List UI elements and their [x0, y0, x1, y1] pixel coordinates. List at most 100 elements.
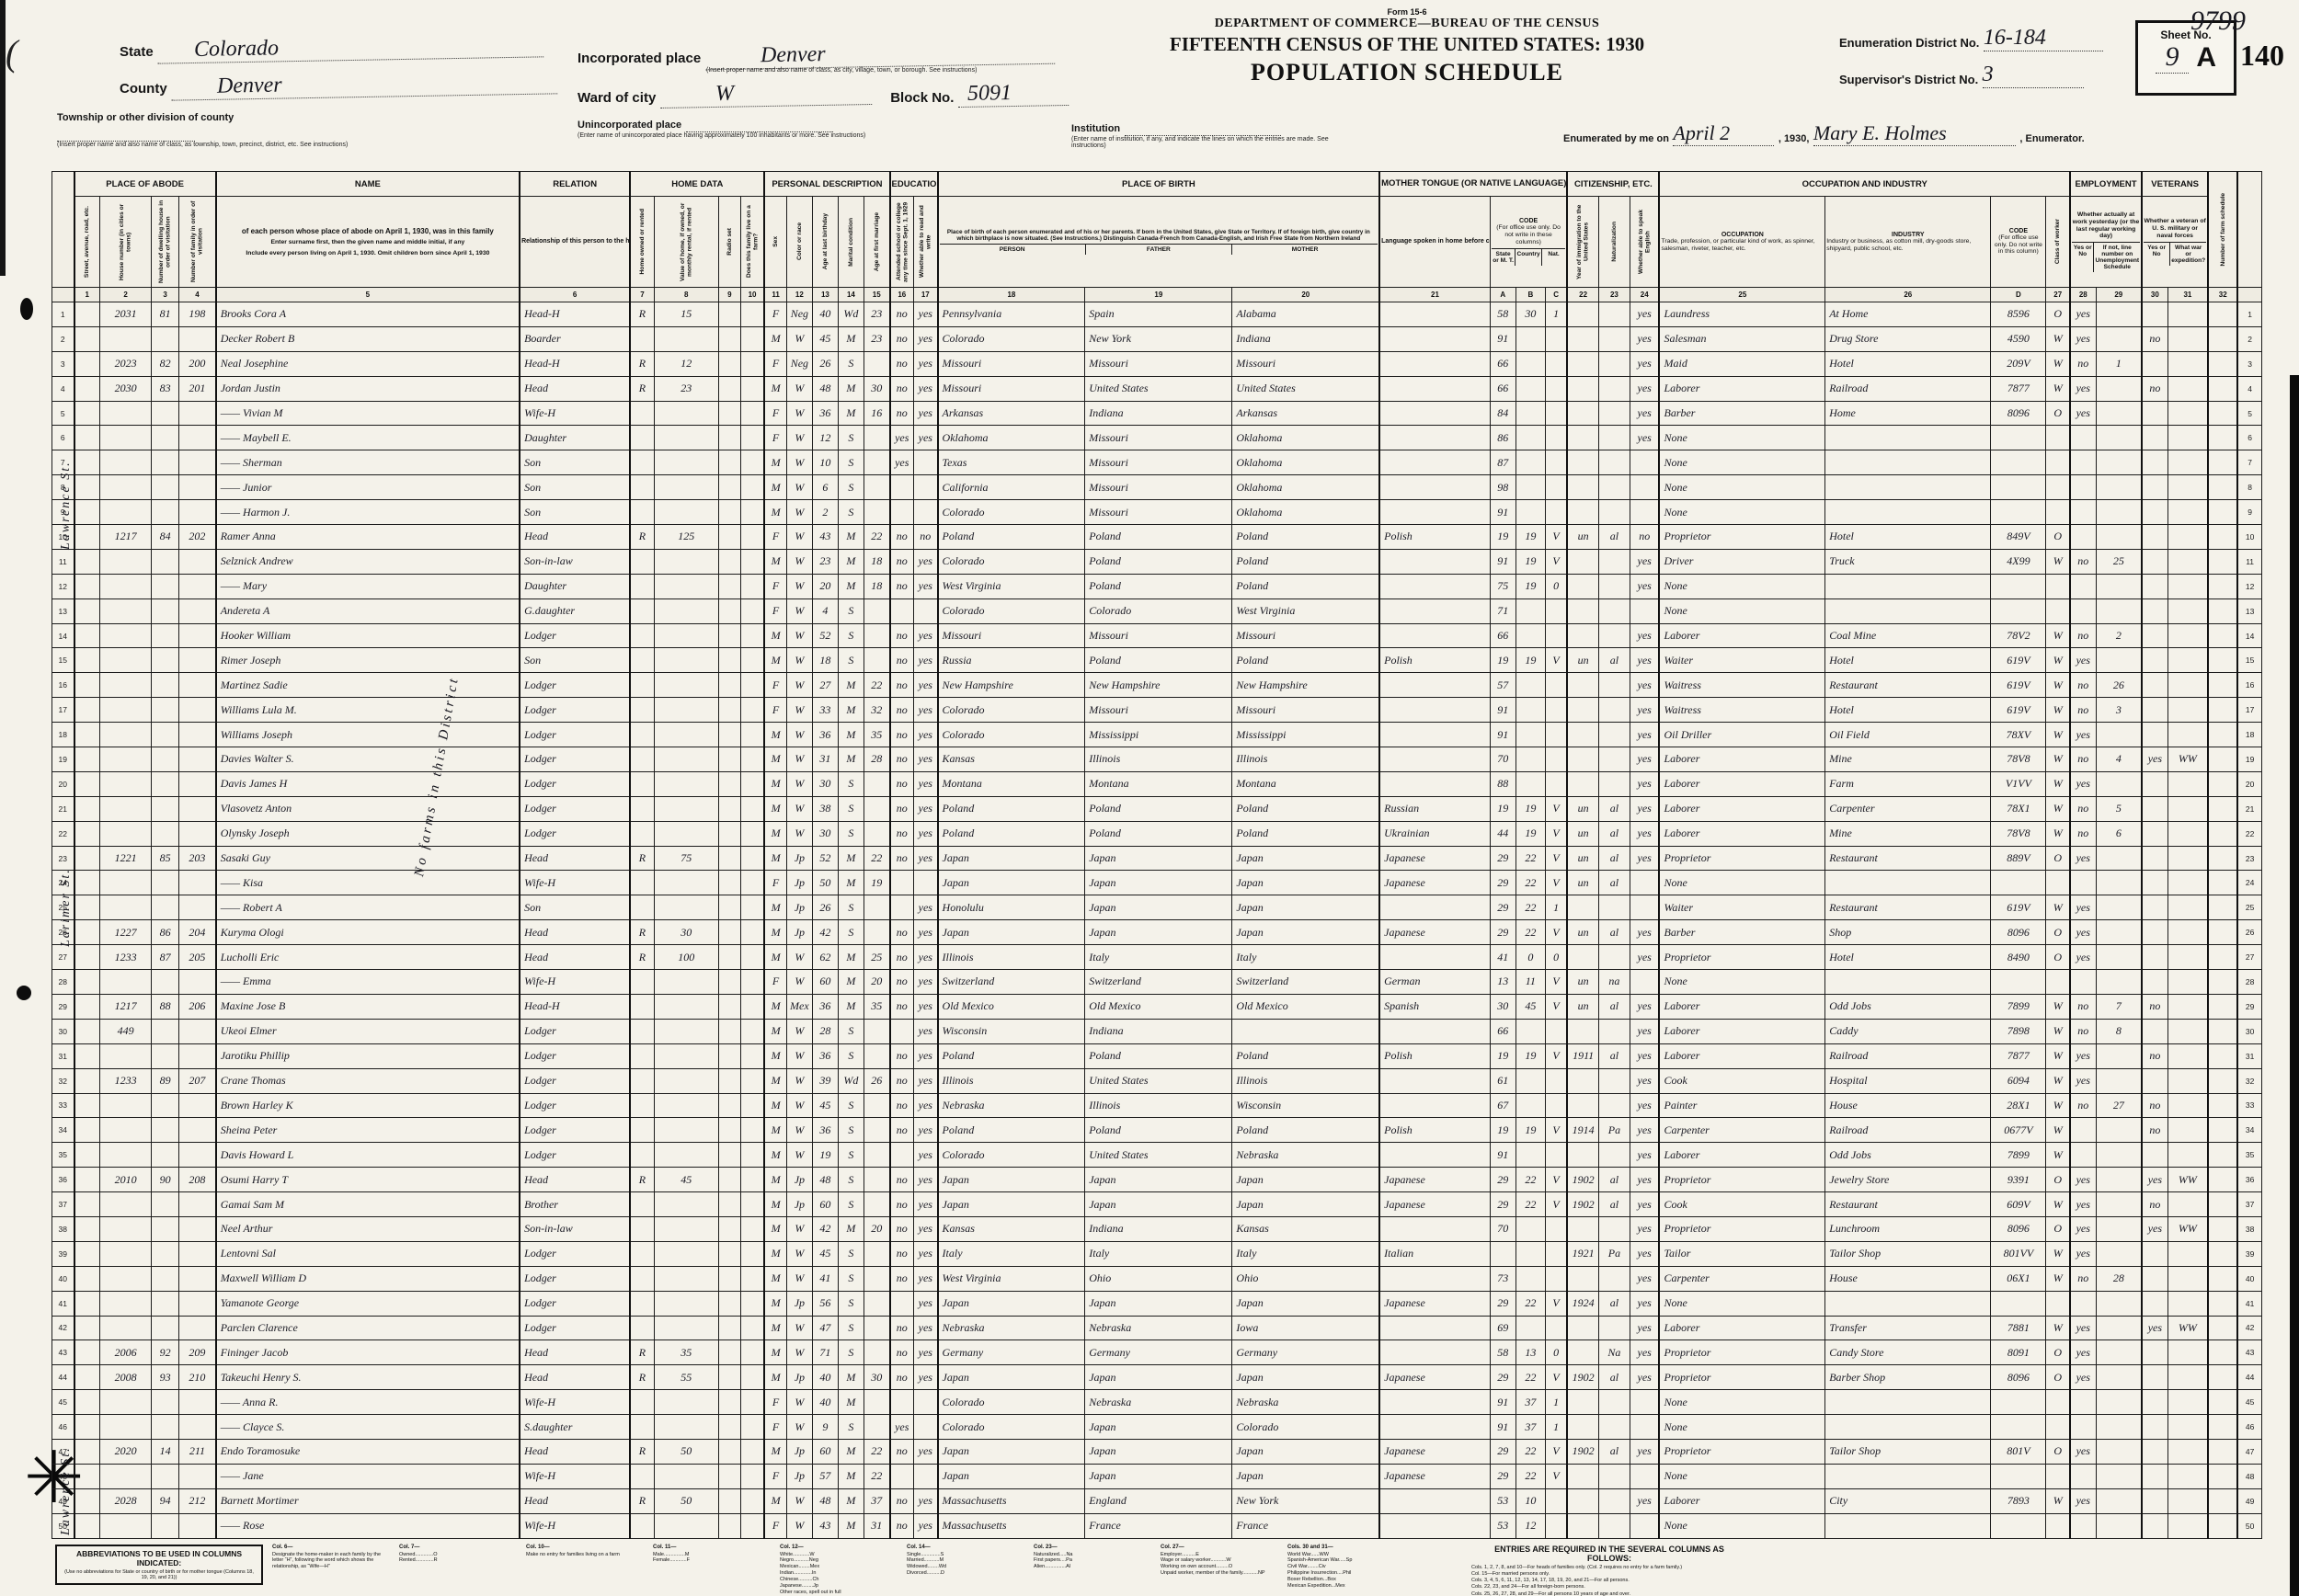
cell-am [863, 820, 891, 847]
cell-sc: no [888, 1438, 915, 1465]
cell-nm: —— Kisa [214, 870, 520, 896]
cell-bf: England [1084, 1488, 1233, 1514]
col-color-race: Color or race [785, 196, 813, 288]
cell-fs [2207, 499, 2238, 526]
cell-o [629, 1191, 655, 1217]
cell-n2: 32 [2236, 1067, 2263, 1094]
cell-st [73, 425, 101, 451]
cell-cD: 9391 [1990, 1167, 2047, 1193]
cell-cD [1990, 1463, 2047, 1489]
cell-rw: yes [913, 672, 939, 699]
cell-cw: O [2045, 302, 2071, 327]
cell-f: 208 [178, 1167, 217, 1193]
cell-o [629, 1290, 655, 1317]
cell-sx: M [763, 820, 787, 847]
cell-v: 125 [653, 524, 719, 550]
cell-cD: 7881 [1990, 1315, 2047, 1341]
cell-cw: O [2045, 1438, 2071, 1465]
cell-vt [2141, 795, 2168, 822]
institution-field: Institution (Enter name of institution, … [1071, 120, 1347, 149]
cell-am [863, 1191, 891, 1217]
cell-bf: Missouri [1084, 350, 1233, 377]
cell-lg [1378, 747, 1491, 772]
cell-n: 3 [51, 350, 75, 377]
cell-vt: no [2141, 1092, 2168, 1119]
census-row: 11 Selznick Andrew Son-in-law M W 23 M 18 no yes C… [51, 548, 2263, 575]
cell-d: 93 [151, 1364, 180, 1391]
cell-m: S [837, 647, 864, 674]
cell-fs [2207, 325, 2238, 352]
cell-cD [1990, 474, 2047, 501]
cell-cB: 19 [1515, 1043, 1546, 1069]
cell-bf: France [1084, 1512, 1233, 1539]
cell-o [629, 722, 655, 748]
cell-rw: yes [913, 895, 939, 921]
cell-wk: yes [2069, 770, 2097, 797]
cell-wr [2167, 1438, 2209, 1465]
cell-h [99, 598, 153, 624]
cell-h [99, 672, 153, 699]
cell-cw: W [2045, 325, 2071, 352]
cell-sc: no [888, 1067, 915, 1094]
col-number: 7 [629, 287, 655, 302]
cell-cB: 22 [1515, 895, 1546, 921]
cell-cA: 29 [1489, 1364, 1516, 1391]
cell-fm [739, 1414, 765, 1440]
cell-lg [1378, 1092, 1491, 1119]
cell-en [1629, 598, 1660, 624]
cell-fm [739, 1488, 765, 1514]
cell-cC [1544, 722, 1568, 748]
cell-bm: Missouri [1231, 350, 1380, 377]
cell-a: 57 [811, 1463, 839, 1489]
cell-wr [2167, 1043, 2209, 1069]
cell-rel: Lodger [519, 1290, 631, 1317]
cell-cB: 30 [1515, 302, 1546, 327]
cell-f [178, 722, 217, 748]
cell-rw: yes [913, 697, 939, 724]
cell-im: un [1566, 993, 1599, 1020]
cell-rd [717, 622, 741, 649]
cell-h [99, 1265, 153, 1292]
cell-cD: 801V [1990, 1438, 2047, 1465]
cell-fm [739, 1265, 765, 1292]
cell-cB [1515, 1240, 1546, 1267]
cell-h: 1233 [99, 944, 153, 971]
cell-ul [2095, 425, 2143, 451]
cell-rd [717, 647, 741, 674]
cell-cD: 619V [1990, 672, 2047, 699]
cell-cC [1544, 1265, 1568, 1292]
cell-sc: no [888, 672, 915, 699]
col-read-write: Whether able to read and write [913, 196, 939, 288]
cell-im [1566, 1315, 1599, 1341]
cell-bp: Colorado [936, 548, 1086, 575]
cell-lg: Japanese [1378, 845, 1491, 872]
cell-cD: 8596 [1990, 302, 2047, 327]
cell-cD: 889V [1990, 845, 2047, 872]
col-number: 12 [785, 287, 813, 302]
cell-bm: Poland [1231, 647, 1380, 674]
department-line: DEPARTMENT OF COMMERCE—BUREAU OF THE CEN… [1214, 17, 1600, 30]
cell-cA: 53 [1489, 1512, 1516, 1539]
cell-st [73, 820, 101, 847]
cell-f [178, 1191, 217, 1217]
cell-rd [717, 400, 741, 427]
cell-en: yes [1629, 697, 1660, 724]
cell-n: 11 [51, 548, 75, 575]
cell-fs [2207, 697, 2238, 724]
cell-cD: 8096 [1990, 1364, 2047, 1391]
group-relation: RELATION [519, 171, 631, 197]
cell-a: 42 [811, 1215, 839, 1242]
cell-f [178, 548, 217, 575]
cell-fm [739, 1191, 765, 1217]
cell-bp: Japan [936, 1438, 1086, 1465]
col-number: 17 [913, 287, 939, 302]
cell-h [99, 1240, 153, 1267]
cell-wk: no [2069, 1092, 2097, 1119]
cell-am [863, 1092, 891, 1119]
cell-nm: —— Rose [214, 1512, 520, 1539]
cell-sc [888, 895, 915, 921]
cell-fs [2207, 919, 2238, 946]
